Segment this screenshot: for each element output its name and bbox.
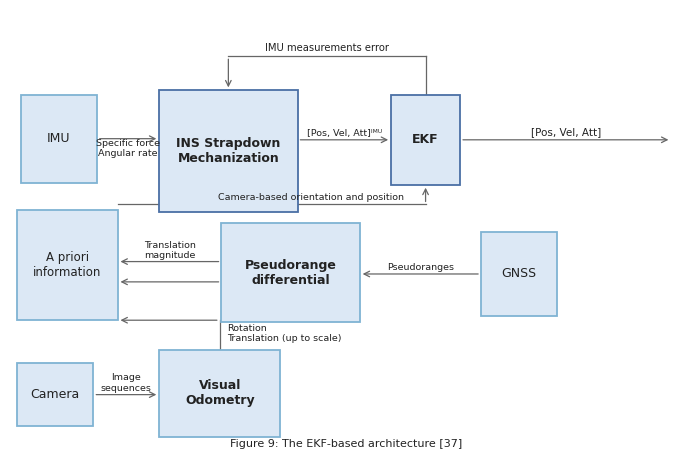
FancyBboxPatch shape [21, 95, 97, 183]
Text: Pseudoranges: Pseudoranges [387, 263, 454, 272]
FancyBboxPatch shape [221, 223, 360, 322]
Text: Figure 9: The EKF-based architecture [37]: Figure 9: The EKF-based architecture [37… [230, 439, 462, 449]
Text: IMU measurements error: IMU measurements error [265, 43, 389, 53]
Text: Specific force
Angular rate: Specific force Angular rate [96, 139, 160, 158]
Text: Camera: Camera [30, 388, 80, 401]
Text: GNSS: GNSS [502, 267, 536, 281]
Text: Pseudorange
differential: Pseudorange differential [245, 259, 336, 287]
Text: Visual
Odometry: Visual Odometry [185, 379, 255, 408]
FancyBboxPatch shape [159, 350, 280, 437]
FancyBboxPatch shape [17, 363, 93, 426]
Text: INS Strapdown
Mechanization: INS Strapdown Mechanization [176, 137, 280, 165]
FancyBboxPatch shape [481, 232, 557, 316]
Text: Translation
magnitude: Translation magnitude [144, 241, 195, 260]
Text: [Pos, Vel, Att]: [Pos, Vel, Att] [531, 127, 601, 137]
Text: A priori
information: A priori information [33, 251, 102, 279]
FancyBboxPatch shape [17, 210, 118, 320]
Text: IMU: IMU [47, 132, 71, 145]
FancyBboxPatch shape [391, 95, 460, 185]
Text: Rotation
Translation (up to scale): Rotation Translation (up to scale) [226, 324, 341, 343]
Text: Image
sequences: Image sequences [101, 373, 152, 393]
Text: [Pos, Vel, Att]ᴵᴹᵁ: [Pos, Vel, Att]ᴵᴹᵁ [307, 129, 382, 138]
Text: Camera-based orientation and position: Camera-based orientation and position [218, 193, 404, 202]
Text: EKF: EKF [412, 133, 439, 146]
FancyBboxPatch shape [159, 90, 298, 212]
